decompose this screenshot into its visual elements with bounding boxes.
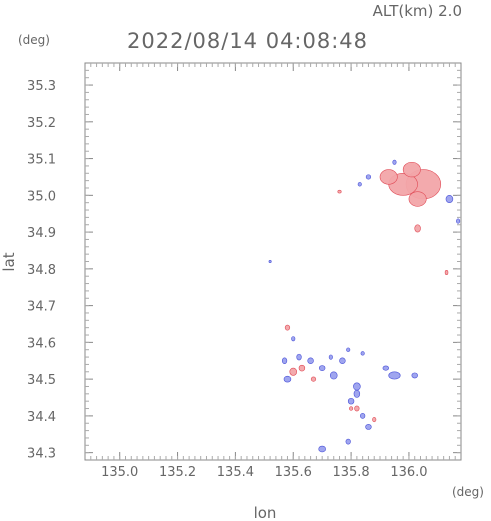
negative-echo-point — [318, 365, 326, 371]
negative-echo-point — [329, 371, 338, 380]
y-tick-label: 35.2 — [27, 116, 56, 131]
negative-echo-point — [328, 354, 333, 360]
positive-echo-point — [337, 189, 342, 194]
y-tick-label: 34.8 — [27, 263, 56, 278]
positive-echo-point — [402, 161, 421, 178]
negative-echo-point — [339, 357, 346, 364]
negative-echo-point — [411, 372, 418, 379]
y-tick-label: 34.4 — [27, 410, 56, 425]
negative-echo-point — [281, 357, 288, 364]
negative-echo-point — [353, 382, 361, 391]
y-tick-label: 34.5 — [27, 373, 56, 388]
negative-echo-point — [291, 336, 296, 342]
negative-echo-point — [365, 174, 372, 180]
positive-echo-point — [379, 169, 398, 185]
positive-echo-point — [310, 376, 317, 382]
plot-area — [84, 62, 462, 461]
altitude-label: ALT(km) 2.0 — [373, 2, 462, 20]
positive-echo-point — [444, 270, 449, 276]
negative-echo-point — [392, 159, 397, 165]
chart-timestamp: 2022/08/14 04:08:48 — [127, 29, 368, 53]
y-tick-label: 34.9 — [27, 226, 56, 241]
negative-echo-point — [445, 195, 454, 203]
x-axis-label: lon — [254, 504, 277, 521]
negative-echo-point — [456, 218, 461, 224]
y-tick-label: 34.6 — [27, 336, 56, 351]
x-tick-labels: 135.0 135.2 135.4 135.6 135.8 136.0 — [101, 465, 427, 480]
positive-echo-point — [289, 367, 298, 376]
negative-echo-point — [346, 347, 351, 352]
positive-echo-point — [414, 224, 421, 233]
plot-frame — [84, 62, 462, 461]
negative-echo-point — [360, 413, 366, 419]
negative-echo-point — [388, 371, 401, 380]
negative-echo-point — [357, 182, 362, 187]
y-tick-labels: 34.3 34.4 34.5 34.6 34.7 34.8 34.9 35.0 35.1 35.2… — [27, 79, 56, 462]
echo-marks — [268, 159, 461, 453]
negative-echo-point — [268, 259, 272, 263]
x-unit-label: (deg) — [452, 485, 484, 499]
positive-echo-point — [298, 364, 306, 372]
negative-echo-point — [283, 375, 292, 383]
positive-echo-point — [408, 191, 427, 207]
negative-echo-point — [318, 445, 326, 453]
y-tick-label: 34.7 — [27, 300, 56, 315]
x-tick-label: 135.4 — [217, 465, 254, 480]
negative-echo-point — [382, 365, 389, 371]
negative-echo-point — [360, 351, 365, 356]
positive-echo-point — [354, 405, 360, 412]
positive-echo-point — [372, 417, 377, 423]
negative-echo-point — [347, 397, 355, 405]
y-axis-label: lat — [0, 252, 18, 271]
x-tick-label: 135.2 — [159, 465, 196, 480]
x-tick-label: 135.6 — [275, 465, 312, 480]
negative-echo-point — [365, 424, 372, 430]
y-unit-label: (deg) — [18, 33, 50, 47]
negative-echo-point — [307, 357, 314, 364]
axis-ticks — [85, 63, 461, 460]
negative-echo-point — [353, 389, 361, 398]
y-tick-label: 35.1 — [27, 153, 56, 168]
y-tick-label: 35.3 — [27, 79, 56, 94]
x-tick-label: 135.8 — [332, 465, 369, 480]
positive-echo-point — [284, 324, 291, 331]
y-tick-label: 34.3 — [27, 447, 56, 462]
y-tick-label: 35.0 — [27, 189, 56, 204]
positive-echo-point — [349, 406, 354, 411]
x-tick-label: 136.0 — [390, 465, 427, 480]
negative-echo-point — [296, 353, 302, 361]
x-tick-label: 135.0 — [101, 465, 138, 480]
negative-echo-point — [345, 438, 351, 445]
